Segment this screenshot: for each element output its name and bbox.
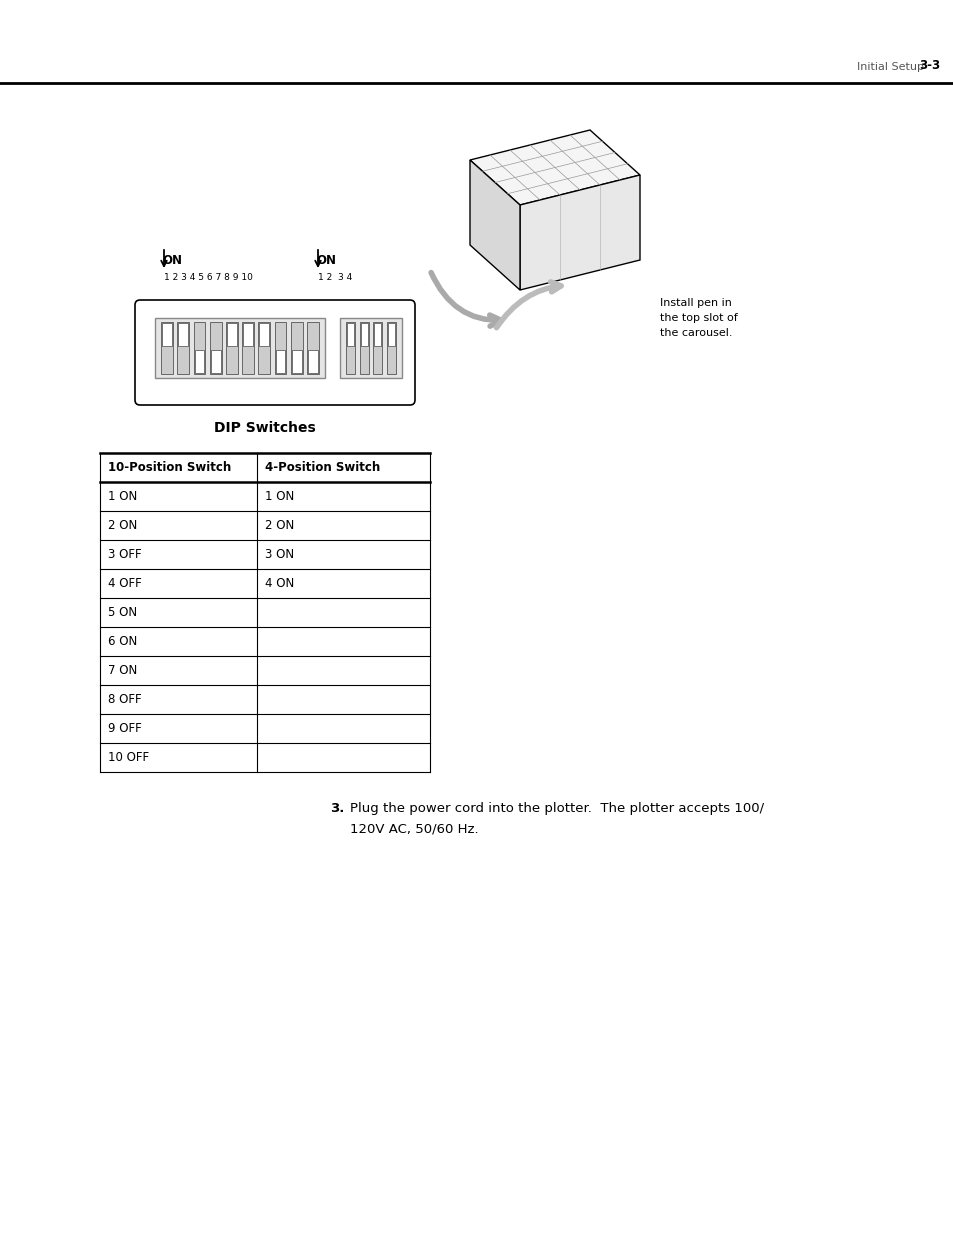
Bar: [387, 324, 395, 346]
Text: 4 ON: 4 ON: [265, 577, 294, 590]
Polygon shape: [470, 161, 519, 290]
Bar: [373, 322, 382, 374]
Text: ON: ON: [162, 254, 182, 267]
Bar: [346, 322, 355, 374]
Text: 6 ON: 6 ON: [108, 635, 137, 648]
Text: Initial Setup: Initial Setup: [856, 62, 923, 72]
Text: 5 ON: 5 ON: [108, 606, 137, 619]
Bar: [307, 322, 318, 374]
Text: 3-3: 3-3: [918, 59, 939, 72]
Text: 7 ON: 7 ON: [108, 664, 137, 677]
Polygon shape: [519, 175, 639, 290]
Text: 3 OFF: 3 OFF: [108, 548, 141, 561]
Text: 2 ON: 2 ON: [108, 519, 137, 532]
Text: 10 OFF: 10 OFF: [108, 751, 149, 764]
Bar: [193, 322, 205, 374]
Bar: [243, 324, 253, 346]
Text: 10-Position Switch: 10-Position Switch: [108, 461, 231, 474]
Bar: [308, 350, 317, 373]
Bar: [227, 324, 236, 346]
Text: 1 ON: 1 ON: [108, 490, 137, 503]
FancyBboxPatch shape: [154, 317, 325, 378]
Bar: [161, 322, 172, 374]
Text: 9 OFF: 9 OFF: [108, 722, 142, 735]
Bar: [275, 350, 285, 373]
Bar: [210, 322, 221, 374]
Bar: [178, 324, 188, 346]
Bar: [359, 322, 369, 374]
Text: 4 OFF: 4 OFF: [108, 577, 142, 590]
Text: 120V AC, 50/60 Hz.: 120V AC, 50/60 Hz.: [350, 823, 478, 835]
FancyBboxPatch shape: [339, 317, 401, 378]
Text: 1 ON: 1 ON: [265, 490, 294, 503]
Bar: [194, 350, 204, 373]
Bar: [347, 324, 355, 346]
Bar: [211, 350, 220, 373]
Bar: [242, 322, 253, 374]
Text: 4-Position Switch: 4-Position Switch: [265, 461, 380, 474]
Bar: [162, 324, 172, 346]
Text: 8 OFF: 8 OFF: [108, 693, 141, 706]
Bar: [226, 322, 237, 374]
Bar: [374, 324, 381, 346]
Text: 2 ON: 2 ON: [265, 519, 294, 532]
Bar: [386, 322, 395, 374]
Bar: [274, 322, 286, 374]
Text: Plug the power cord into the plotter.  The plotter accepts 100/: Plug the power cord into the plotter. Th…: [350, 802, 763, 815]
Bar: [259, 324, 269, 346]
Text: 1 2 3 4 5 6 7 8 9 10: 1 2 3 4 5 6 7 8 9 10: [164, 273, 253, 282]
Bar: [292, 350, 301, 373]
Polygon shape: [470, 130, 639, 205]
Text: 3 ON: 3 ON: [265, 548, 294, 561]
Text: Install pen in
the top slot of
the carousel.: Install pen in the top slot of the carou…: [659, 298, 737, 337]
Bar: [360, 324, 368, 346]
Bar: [177, 322, 189, 374]
Text: 3.: 3.: [330, 802, 344, 815]
Text: ON: ON: [315, 254, 335, 267]
Bar: [258, 322, 270, 374]
Bar: [291, 322, 302, 374]
Text: 1 2  3 4: 1 2 3 4: [317, 273, 352, 282]
FancyBboxPatch shape: [135, 300, 415, 405]
Text: DIP Switches: DIP Switches: [213, 421, 315, 435]
